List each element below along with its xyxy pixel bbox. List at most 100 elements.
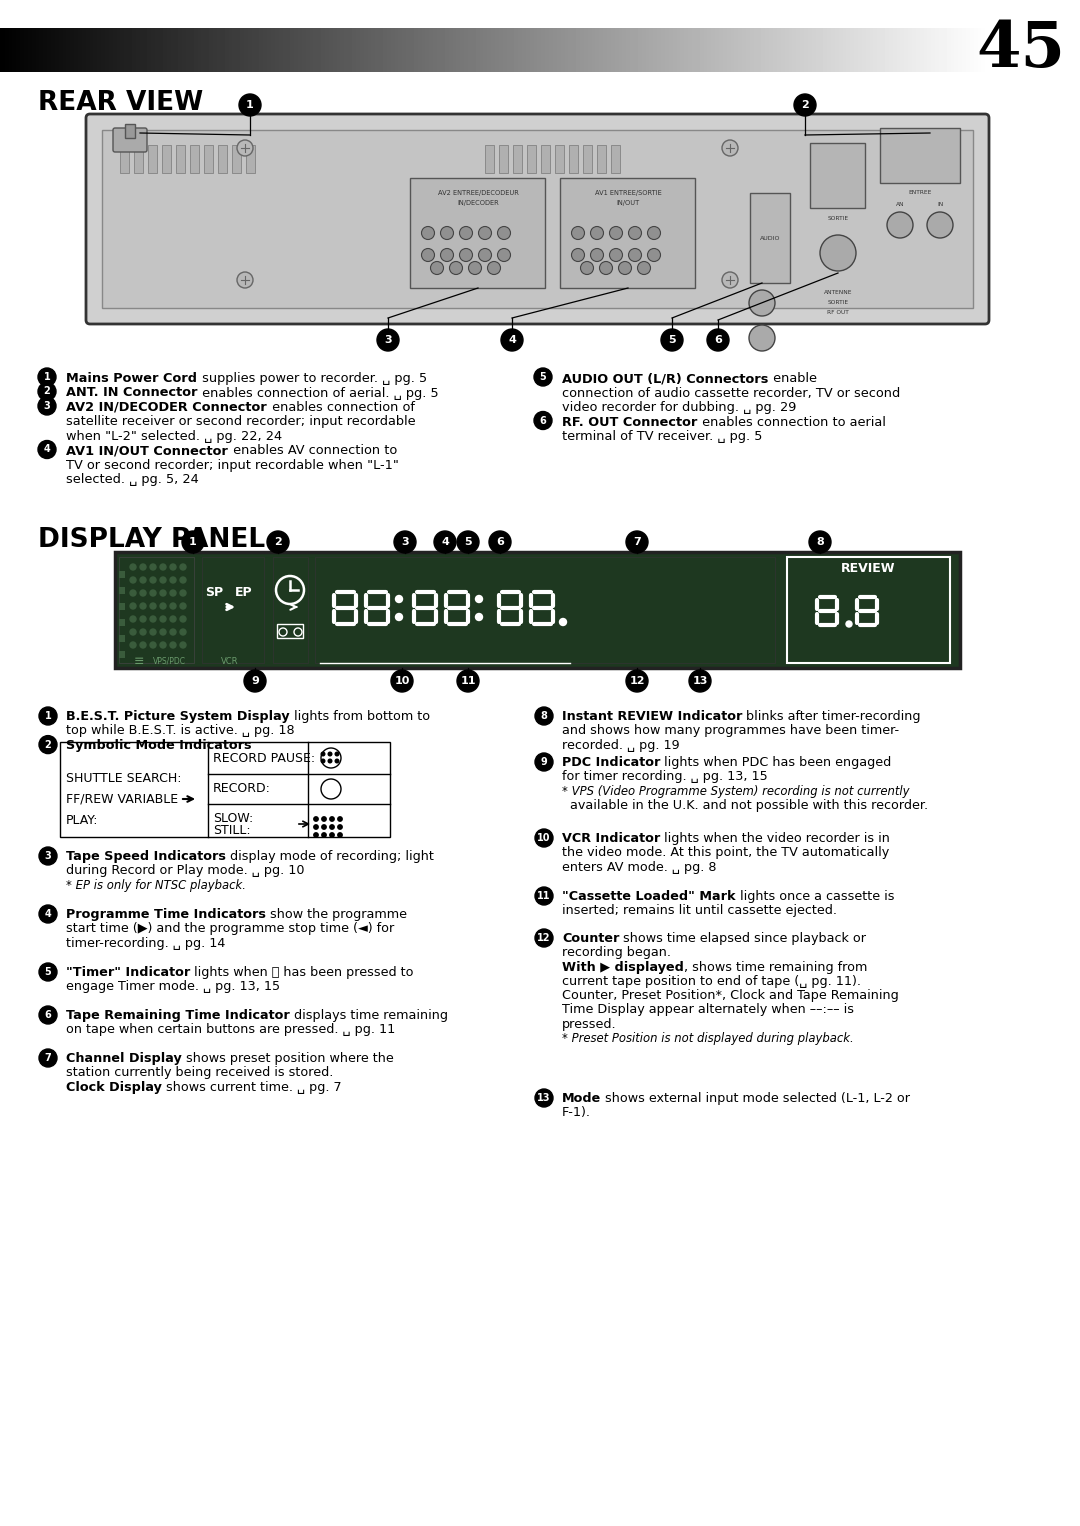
Circle shape xyxy=(170,603,176,609)
Text: recorded. ␣ pg. 19: recorded. ␣ pg. 19 xyxy=(562,739,679,752)
Circle shape xyxy=(421,226,434,240)
Bar xyxy=(202,557,264,662)
Circle shape xyxy=(180,577,186,583)
Text: lights when the video recorder is in: lights when the video recorder is in xyxy=(660,832,890,845)
Text: RF OUT: RF OUT xyxy=(827,310,849,316)
Circle shape xyxy=(140,565,146,571)
Text: SLOW:: SLOW: xyxy=(213,812,253,826)
Circle shape xyxy=(38,368,56,386)
Text: enables AV connection to: enables AV connection to xyxy=(229,444,397,458)
Circle shape xyxy=(338,816,342,821)
Bar xyxy=(561,179,696,288)
Text: station currently being received is stored.: station currently being received is stor… xyxy=(66,1067,334,1079)
Circle shape xyxy=(180,591,186,597)
Bar xyxy=(162,145,171,172)
Bar xyxy=(204,145,213,172)
Bar xyxy=(787,557,950,662)
Circle shape xyxy=(150,617,156,623)
Circle shape xyxy=(441,249,454,261)
Circle shape xyxy=(329,816,334,821)
Circle shape xyxy=(809,531,831,552)
Circle shape xyxy=(571,249,584,261)
Circle shape xyxy=(648,226,661,240)
Circle shape xyxy=(501,330,523,351)
Circle shape xyxy=(180,629,186,635)
Circle shape xyxy=(459,226,473,240)
Circle shape xyxy=(160,565,166,571)
Circle shape xyxy=(457,531,480,552)
Circle shape xyxy=(335,760,339,763)
Text: Symbolic Mode Indicators: Symbolic Mode Indicators xyxy=(66,739,252,752)
Text: enters AV mode. ␣ pg. 8: enters AV mode. ␣ pg. 8 xyxy=(562,861,716,873)
Text: VPS/PDC: VPS/PDC xyxy=(152,656,186,665)
Text: AUDIO OUT (L/R) Connectors: AUDIO OUT (L/R) Connectors xyxy=(562,372,768,385)
Circle shape xyxy=(267,531,289,552)
Circle shape xyxy=(335,752,339,755)
Bar xyxy=(119,557,194,662)
Circle shape xyxy=(314,833,319,838)
Circle shape xyxy=(459,249,473,261)
Circle shape xyxy=(395,613,403,621)
Text: , shows time remaining from: , shows time remaining from xyxy=(684,960,867,974)
Bar xyxy=(218,145,227,172)
Text: available in the U.K. and not possible with this recorder.: available in the U.K. and not possible w… xyxy=(562,800,928,812)
FancyBboxPatch shape xyxy=(86,114,989,324)
Circle shape xyxy=(321,778,341,800)
Text: on tape when certain buttons are pressed. ␣ pg. 11: on tape when certain buttons are pressed… xyxy=(66,1024,395,1036)
Circle shape xyxy=(391,670,413,691)
Text: start time (▶) and the programme stop time (◄) for: start time (▶) and the programme stop ti… xyxy=(66,922,394,935)
FancyBboxPatch shape xyxy=(113,128,147,153)
Circle shape xyxy=(160,577,166,583)
Bar xyxy=(750,192,789,282)
Text: 9: 9 xyxy=(541,757,548,768)
Text: Channel Display: Channel Display xyxy=(66,1051,181,1065)
Circle shape xyxy=(160,591,166,597)
Bar xyxy=(120,145,129,172)
Text: enable: enable xyxy=(769,372,818,385)
Circle shape xyxy=(314,824,319,829)
Text: 7: 7 xyxy=(44,1053,52,1064)
Circle shape xyxy=(609,249,622,261)
Text: timer-recording. ␣ pg. 14: timer-recording. ␣ pg. 14 xyxy=(66,937,226,949)
Circle shape xyxy=(434,531,456,552)
Circle shape xyxy=(487,261,500,275)
Circle shape xyxy=(441,226,454,240)
Text: when "L-2" selected. ␣ pg. 22, 24: when "L-2" selected. ␣ pg. 22, 24 xyxy=(66,430,282,443)
Text: lights once a cassette is: lights once a cassette is xyxy=(735,890,894,903)
Circle shape xyxy=(535,707,553,725)
Bar xyxy=(541,145,550,172)
Bar xyxy=(246,145,255,172)
Circle shape xyxy=(535,1090,553,1106)
Text: 8: 8 xyxy=(816,537,824,546)
Circle shape xyxy=(160,642,166,649)
Circle shape xyxy=(130,617,136,623)
Circle shape xyxy=(150,642,156,649)
Circle shape xyxy=(322,833,326,838)
Text: display mode of recording; light: display mode of recording; light xyxy=(226,850,434,864)
Text: AUDIO: AUDIO xyxy=(759,235,780,241)
Circle shape xyxy=(39,963,57,981)
Text: AV1 ENTREE/SORTIE: AV1 ENTREE/SORTIE xyxy=(595,191,661,195)
Circle shape xyxy=(329,824,334,829)
Circle shape xyxy=(820,235,856,272)
Text: 3: 3 xyxy=(384,336,392,345)
Circle shape xyxy=(140,629,146,635)
Text: Counter, Preset Position*, Clock and Tape Remaining: Counter, Preset Position*, Clock and Tap… xyxy=(562,989,899,1003)
Bar xyxy=(114,552,960,668)
Circle shape xyxy=(431,261,444,275)
Text: 1: 1 xyxy=(44,711,52,720)
Circle shape xyxy=(150,591,156,597)
Text: 5: 5 xyxy=(464,537,472,546)
Text: TV or second recorder; input recordable when "L-1": TV or second recorder; input recordable … xyxy=(66,459,399,472)
Bar xyxy=(119,571,125,578)
Text: 3: 3 xyxy=(43,401,51,410)
Circle shape xyxy=(846,621,852,627)
Text: 13: 13 xyxy=(692,676,707,687)
Text: SORTIE: SORTIE xyxy=(827,215,849,220)
Bar xyxy=(583,145,592,172)
Text: 2: 2 xyxy=(801,101,809,110)
Bar xyxy=(148,145,157,172)
Text: lights when ⓣ has been pressed to: lights when ⓣ has been pressed to xyxy=(190,966,414,980)
Text: AN: AN xyxy=(895,203,904,208)
Bar xyxy=(569,145,578,172)
